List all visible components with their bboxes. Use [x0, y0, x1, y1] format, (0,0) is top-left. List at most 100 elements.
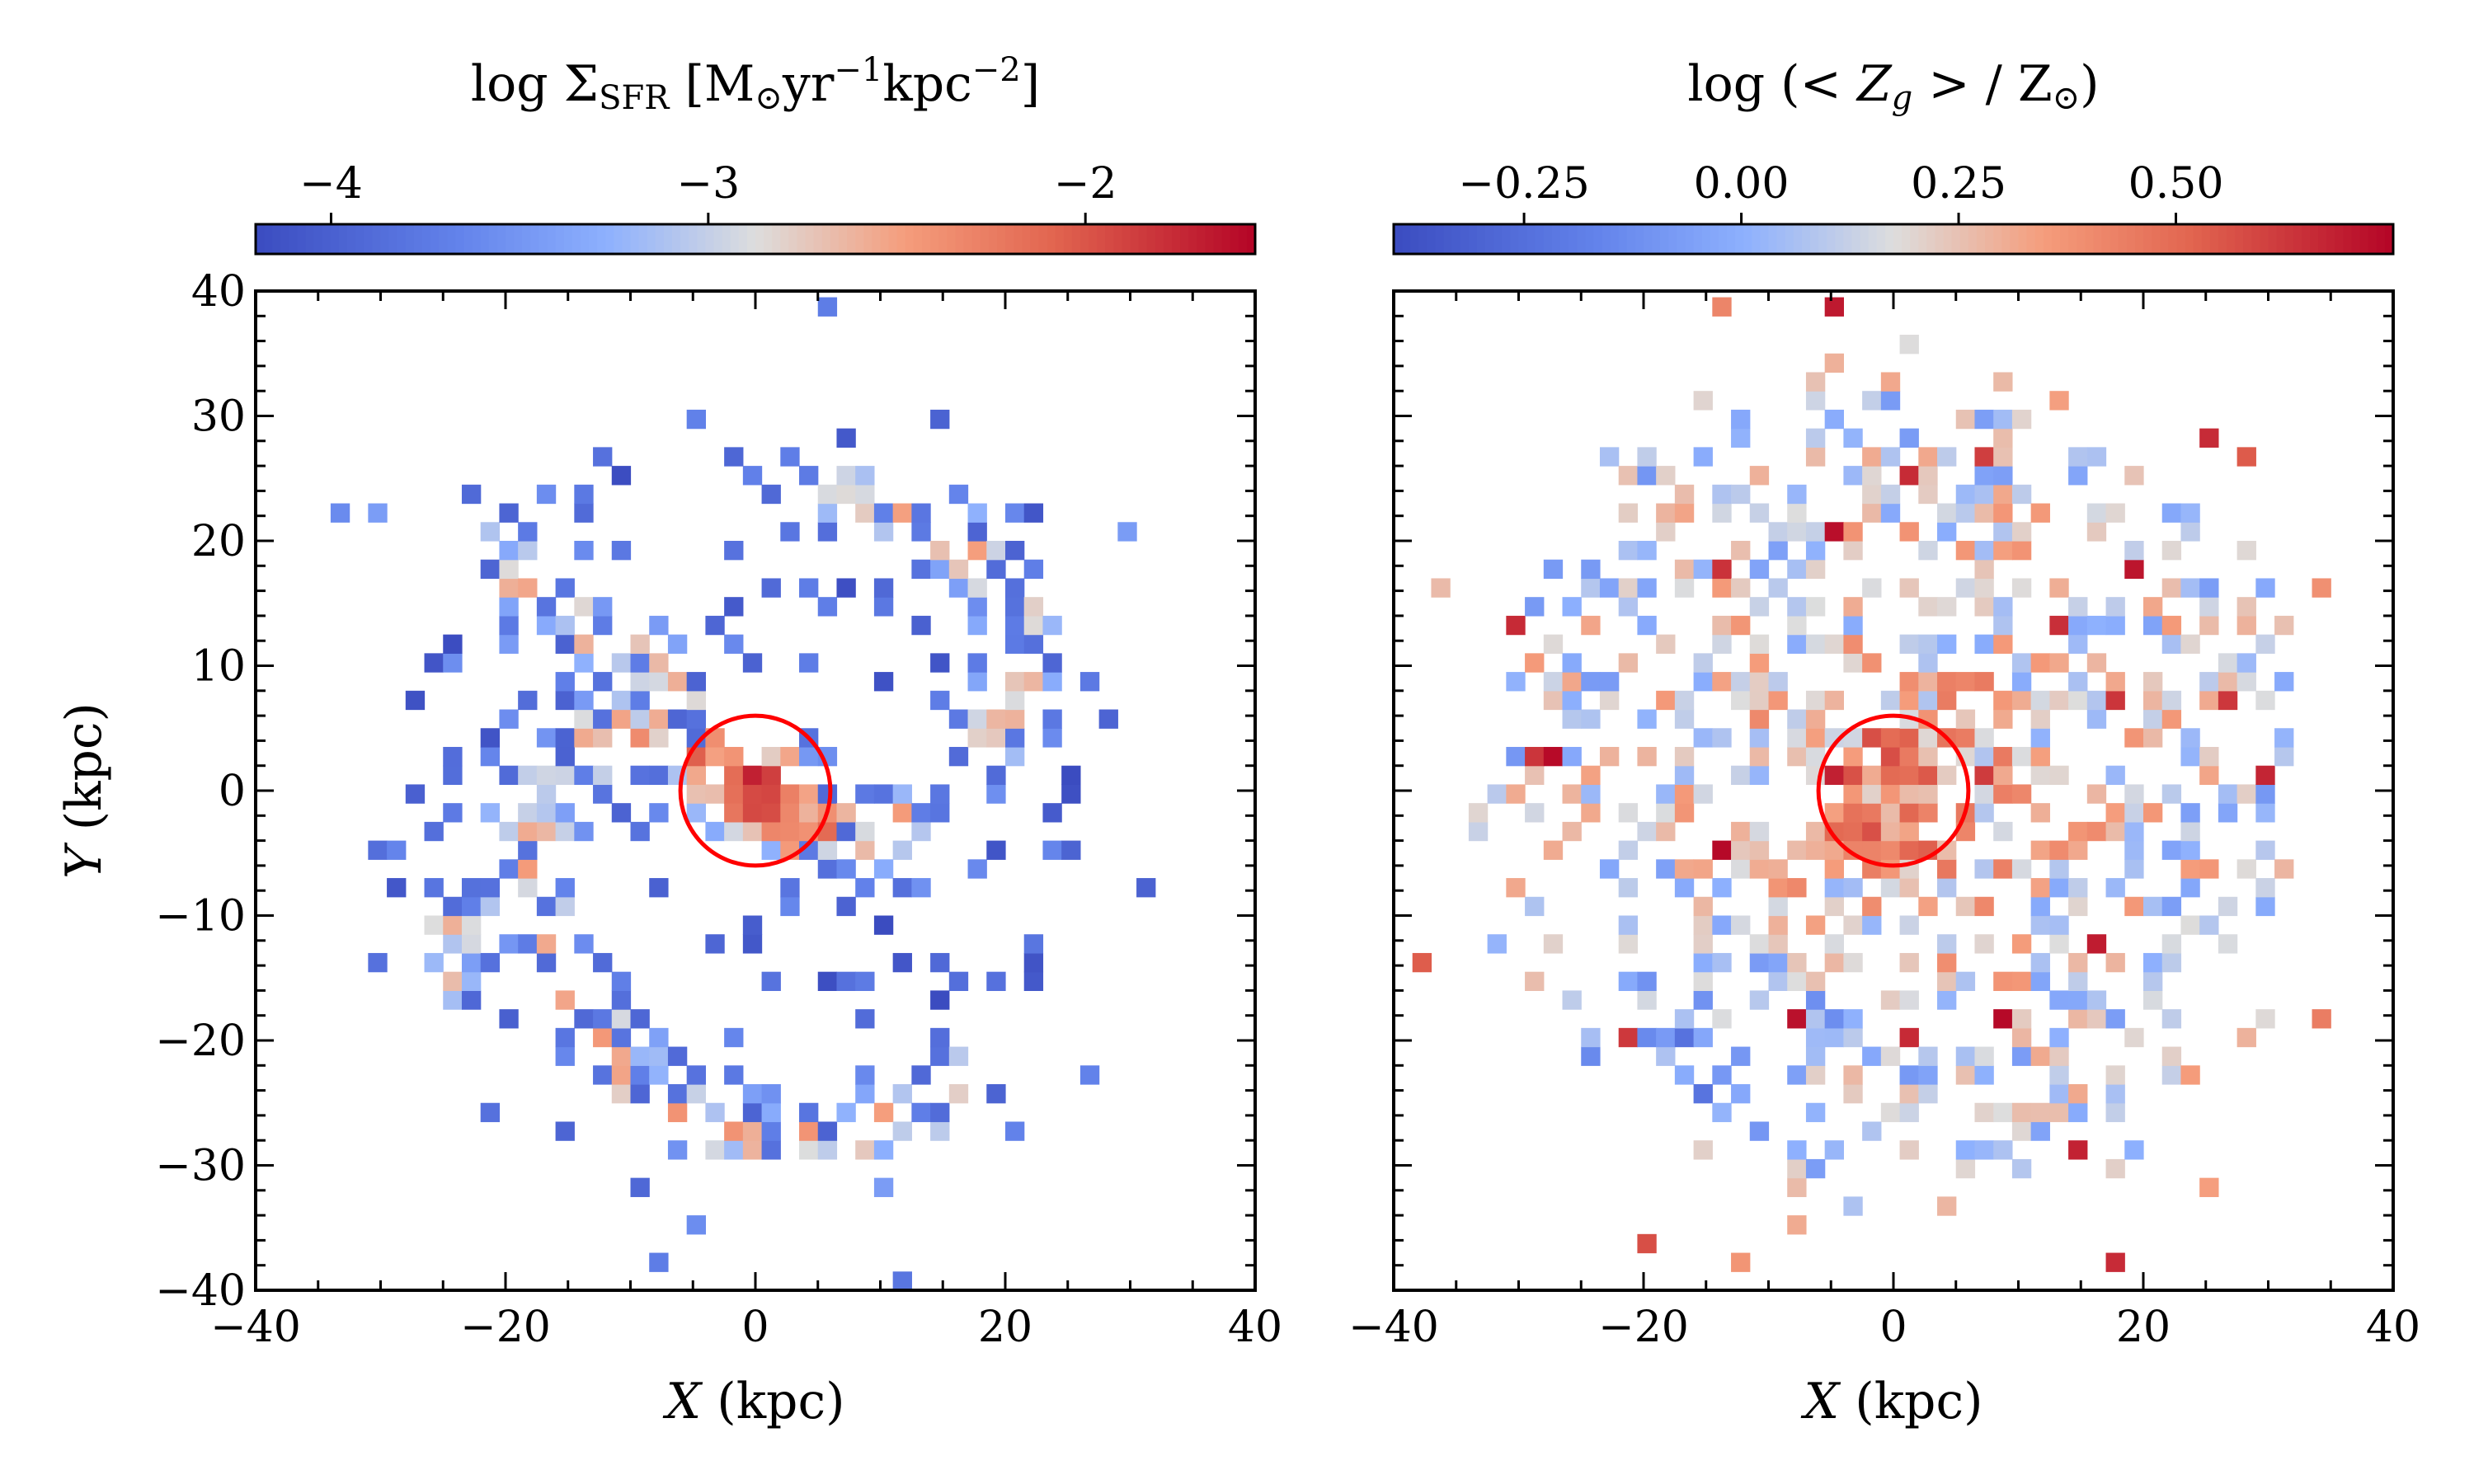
- heatmap-cell: [1805, 840, 1826, 860]
- heatmap-cell: [1937, 503, 1957, 523]
- y-tick-label: −20: [155, 1017, 246, 1066]
- heatmap-cell: [799, 578, 819, 598]
- heatmap-cell: [1899, 428, 1919, 448]
- heatmap-cell: [892, 840, 912, 860]
- heatmap-cell: [1993, 1140, 2013, 1160]
- heatmap-cell: [855, 1140, 875, 1160]
- heatmap-cell: [1693, 896, 1713, 917]
- heatmap-cell: [593, 709, 613, 729]
- heatmap-cell: [555, 578, 575, 598]
- heatmap-cell: [424, 952, 444, 973]
- heatmap-cell: [1768, 690, 1788, 711]
- heatmap-cell: [555, 878, 575, 898]
- heatmap-cell: [1937, 634, 1957, 654]
- heatmap-cell: [2255, 690, 2275, 711]
- heatmap-cell: [1787, 1009, 1807, 1029]
- heatmap-cell: [1768, 934, 1788, 954]
- heatmap-cell: [1768, 952, 1788, 973]
- heatmap-cell: [1749, 821, 1770, 842]
- heatmap-cell: [911, 821, 931, 842]
- heatmap-cell: [1805, 634, 1826, 654]
- x-tick-label: −40: [210, 1303, 301, 1352]
- colorbar-segment: [1518, 224, 1528, 254]
- colorbar-segment: [2251, 224, 2261, 254]
- heatmap-cell: [1880, 391, 1901, 411]
- heatmap-cell: [2068, 690, 2088, 711]
- colorbar-segment: [830, 224, 840, 254]
- colorbar-segment: [722, 224, 731, 254]
- heatmap-cell: [1993, 690, 2013, 711]
- colorbar-segment: [1138, 224, 1148, 254]
- heatmap-cell: [1749, 746, 1770, 767]
- heatmap-cell: [2068, 896, 2088, 917]
- heatmap-cell: [2030, 1121, 2050, 1141]
- heatmap-cell: [443, 896, 463, 917]
- heatmap-cell: [1656, 1027, 1676, 1048]
- colorbar-segment: [1089, 224, 1098, 254]
- heatmap-cell: [1543, 690, 1564, 711]
- x-tick-label: −20: [460, 1303, 551, 1352]
- heatmap-cell: [555, 803, 575, 823]
- colorbar-segment: [2201, 224, 2211, 254]
- heatmap-cell: [443, 915, 463, 935]
- heatmap-cell: [1899, 690, 1919, 711]
- x-tick-label: 40: [1228, 1303, 1282, 1352]
- nucleus-circle-sfr: [678, 713, 833, 868]
- colorbar-segment: [1935, 224, 1945, 254]
- heatmap-cell: [1768, 578, 1788, 598]
- heatmap-cell: [1955, 1065, 1976, 1085]
- heatmap-cell: [1061, 765, 1081, 786]
- heatmap-cell: [499, 578, 519, 598]
- heatmap-cell: [686, 803, 706, 823]
- heatmap-cell: [1656, 821, 1676, 842]
- colorbar-segment: [1876, 224, 1886, 254]
- colorbar-segment: [1030, 224, 1040, 254]
- heatmap-cell: [1581, 709, 1601, 729]
- colorbar-segment: [256, 224, 265, 254]
- heatmap-cell: [1731, 428, 1751, 448]
- colorbar-segment: [1951, 224, 1961, 254]
- heatmap-cell: [1693, 1140, 1713, 1160]
- colorbar-segment: [1902, 224, 1911, 254]
- heatmap-cell: [1843, 634, 1863, 654]
- heatmap-cell: [724, 541, 744, 561]
- heatmap-cell: [724, 634, 744, 654]
- heatmap-cell: [555, 896, 575, 917]
- heatmap-cell: [799, 1140, 819, 1160]
- colorbar-segment: [580, 224, 590, 254]
- heatmap-cell: [1506, 784, 1526, 804]
- heatmap-cell: [1843, 597, 1863, 617]
- heatmap-cell: [2068, 990, 2088, 1010]
- heatmap-cell: [2274, 672, 2294, 692]
- heatmap-cell: [2180, 503, 2200, 523]
- heatmap-cell: [1843, 1196, 1863, 1216]
- heatmap-cell: [742, 821, 763, 842]
- colorbar-segment: [1172, 224, 1181, 254]
- heatmap-cell: [1974, 541, 1994, 561]
- heatmap-cell: [1674, 803, 1695, 823]
- heatmap-cell: [1899, 840, 1919, 860]
- heatmap-cell: [1731, 615, 1751, 636]
- heatmap-cell: [461, 952, 482, 973]
- heatmap-cell: [1899, 765, 1919, 786]
- heatmap-cell: [873, 578, 894, 598]
- heatmap-cell: [1937, 1196, 1957, 1216]
- heatmap-cell: [1618, 915, 1639, 935]
- colorbar-segment: [1776, 224, 1786, 254]
- heatmap-cell: [1937, 878, 1957, 898]
- colorbar-segment: [430, 224, 440, 254]
- panel-sfr-map: log ΣSFR [M⊙yr−1kpc−2] −4 −3 −2 −40 −20 0 20 4…: [55, 51, 1282, 1430]
- heatmap-cell: [1749, 952, 1770, 973]
- heatmap-cell: [2274, 746, 2294, 767]
- heatmap-cell: [1768, 859, 1788, 879]
- heatmap-cell: [1843, 653, 1863, 673]
- heatmap-cell: [1599, 746, 1620, 767]
- colorbar-segment: [813, 224, 823, 254]
- heatmap-cell: [1862, 653, 1882, 673]
- colorbar-segment: [713, 224, 723, 254]
- colorbar-segment: [1677, 224, 1686, 254]
- heatmap-cell: [649, 765, 669, 786]
- colorbar-metallicity: −0.25 0.00 0.25 0.50: [1392, 159, 2395, 256]
- heatmap-cell: [836, 821, 856, 842]
- heatmap-cell: [2049, 915, 2069, 935]
